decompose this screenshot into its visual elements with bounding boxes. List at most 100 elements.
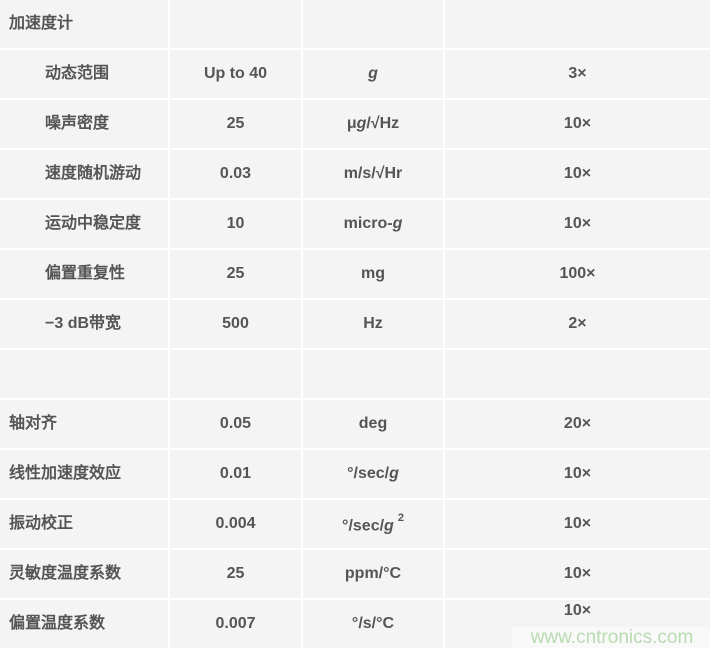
value: 0.03 — [219, 165, 252, 182]
value-cell: 10 — [170, 200, 301, 248]
table-row: 灵敏度温度系数 25 ppm/°C 10× — [0, 550, 712, 598]
unit-cell: deg — [303, 400, 443, 448]
unit: °/s/°C — [351, 615, 395, 632]
table-row: 偏置温度系数 0.007 °/s/°C 10× — [0, 600, 712, 648]
value: Up to 40 — [203, 65, 268, 82]
watermark: www.cntronics.com — [512, 627, 712, 649]
table-row: −3 dB带宽 500 Hz 2× — [0, 300, 712, 348]
improvement-factor: 2× — [568, 315, 587, 332]
table-row — [0, 350, 712, 398]
improvement-factor: 10× — [563, 515, 592, 532]
unit-cell: mg — [303, 250, 443, 298]
value-cell: 25 — [170, 550, 301, 598]
parameter-cell: −3 dB带宽 — [0, 300, 168, 348]
value: 0.05 — [219, 415, 252, 432]
parameter-label: 线性加速度效应 — [9, 465, 122, 482]
parameter-label: 速度随机游动 — [45, 165, 142, 182]
table-row: 偏置重复性 25 mg 100× — [0, 250, 712, 298]
unit: Hz — [363, 315, 383, 332]
parameter-cell: 噪声密度 — [0, 100, 168, 148]
improvement-factor: 20× — [563, 415, 592, 432]
value-cell: 25 — [170, 250, 301, 298]
unit-cell: Hz — [303, 300, 443, 348]
unit: m/s/√Hr — [343, 165, 403, 182]
parameter-label: 噪声密度 — [45, 115, 110, 132]
parameter-cell: 动态范围 — [0, 50, 168, 98]
improvement-factor: 10× — [563, 215, 592, 232]
improvement-factor-cell: 20× — [445, 400, 710, 448]
unit: ppm/°C — [344, 565, 402, 582]
table-row: 速度随机游动 0.03 m/s/√Hr 10× — [0, 150, 712, 198]
parameter-label: 偏置重复性 — [45, 265, 126, 282]
parameter-cell: 轴对齐 — [0, 400, 168, 448]
unit-cell: g — [303, 50, 443, 98]
unit-cell: °/s/°C — [303, 600, 443, 648]
improvement-factor: 10× — [563, 115, 592, 132]
value: 0.004 — [215, 515, 256, 532]
improvement-factor-cell: 3× — [445, 50, 710, 98]
improvement-factor: 100× — [559, 265, 596, 282]
unit: mg — [361, 265, 385, 282]
improvement-factor-cell: 100× — [445, 250, 710, 298]
parameter-label: 灵敏度温度系数 — [9, 565, 122, 582]
parameter-cell: 振动校正 — [0, 500, 168, 548]
unit: μg/√Hz — [346, 115, 400, 132]
parameter-label: −3 dB带宽 — [45, 315, 122, 332]
unit: °/sec/g — [347, 465, 399, 482]
unit-cell — [303, 350, 443, 398]
unit-cell: ppm/°C — [303, 550, 443, 598]
table-row: 运动中稳定度 10 micro-g 10× — [0, 200, 712, 248]
value-cell: 25 — [170, 100, 301, 148]
improvement-factor: 3× — [568, 65, 587, 82]
parameter-label: 动态范围 — [45, 65, 110, 82]
improvement-factor-cell: 10× — [445, 150, 710, 198]
value: 500 — [222, 315, 249, 332]
improvement-factor: 10× — [563, 565, 592, 582]
improvement-factor: 10× — [563, 602, 592, 619]
value-cell: 0.03 — [170, 150, 301, 198]
unit-cell: m/s/√Hr — [303, 150, 443, 198]
value-cell — [170, 350, 301, 398]
value-cell: 500 — [170, 300, 301, 348]
table-row: 动态范围 Up to 40 g 3× — [0, 50, 712, 98]
value-cell: Up to 40 — [170, 50, 301, 98]
improvement-factor-cell: 10× — [445, 100, 710, 148]
improvement-factor-cell — [445, 0, 710, 48]
parameter-label: 轴对齐 — [9, 415, 58, 432]
unit: deg — [358, 415, 388, 432]
improvement-factor-cell: 2× — [445, 300, 710, 348]
parameter-cell — [0, 350, 168, 398]
parameter-label: 偏置温度系数 — [9, 615, 106, 632]
table-row: 振动校正 0.004 °/sec/g 2 10× — [0, 500, 712, 548]
unit-cell: °/sec/g — [303, 450, 443, 498]
value: 0.01 — [219, 465, 252, 482]
value: 0.007 — [215, 615, 256, 632]
improvement-factor-cell: 10× — [445, 500, 710, 548]
unit: g — [368, 65, 378, 82]
unit-cell: μg/√Hz — [303, 100, 443, 148]
parameter-cell: 加速度计 — [0, 0, 168, 48]
parameter-cell: 偏置温度系数 — [0, 600, 168, 648]
unit: micro-g — [343, 215, 403, 232]
unit-cell: micro-g — [303, 200, 443, 248]
value-cell: 0.004 — [170, 500, 301, 548]
value-cell: 0.01 — [170, 450, 301, 498]
parameter-label: 运动中稳定度 — [45, 215, 142, 232]
parameter-label: 加速度计 — [9, 15, 74, 32]
value-cell — [170, 0, 301, 48]
unit-cell: °/sec/g 2 — [303, 500, 443, 548]
table-row: 线性加速度效应 0.01 °/sec/g 10× — [0, 450, 712, 498]
improvement-factor-cell — [445, 350, 710, 398]
value: 25 — [226, 265, 245, 282]
parameter-cell: 灵敏度温度系数 — [0, 550, 168, 598]
parameter-cell: 速度随机游动 — [0, 150, 168, 198]
unit: °/sec/g 2 — [342, 512, 404, 535]
value: 25 — [226, 565, 245, 582]
improvement-factor-cell: 10× — [445, 200, 710, 248]
improvement-factor-cell: 10× — [445, 550, 710, 598]
value: 10 — [226, 215, 245, 232]
improvement-factor-cell: 10× — [445, 450, 710, 498]
table-row: 加速度计 — [0, 0, 712, 48]
improvement-factor: 10× — [563, 165, 592, 182]
